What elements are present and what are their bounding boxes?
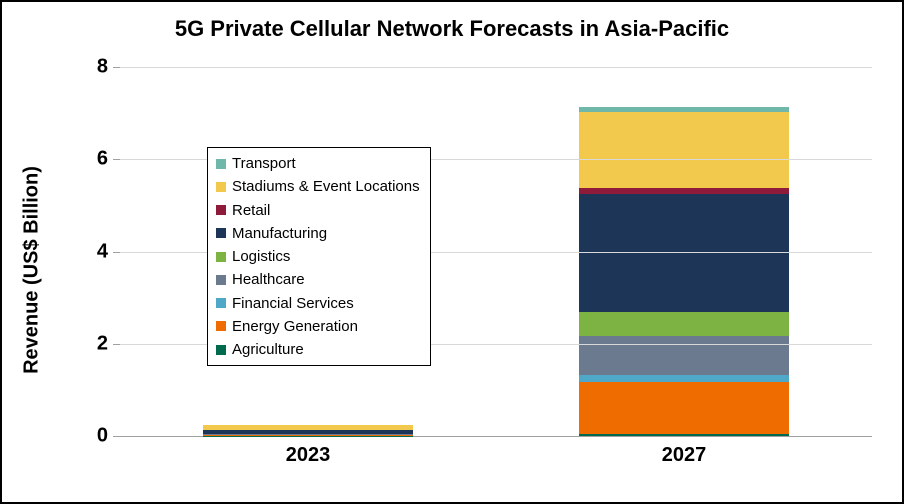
legend-swatch	[216, 345, 226, 355]
grid-line	[120, 67, 872, 68]
legend-item: Financial Services	[216, 292, 420, 315]
legend-item: Stadiums & Event Locations	[216, 175, 420, 198]
legend-item: Transport	[216, 152, 420, 175]
legend-label: Stadiums & Event Locations	[232, 175, 420, 198]
legend-item: Agriculture	[216, 338, 420, 361]
legend-box: TransportStadiums & Event LocationsRetai…	[207, 147, 431, 366]
legend-label: Retail	[232, 199, 270, 222]
legend-swatch	[216, 321, 226, 331]
legend-swatch	[216, 275, 226, 285]
bar-segment	[579, 194, 790, 312]
legend-swatch	[216, 205, 226, 215]
legend-label: Transport	[232, 152, 296, 175]
legend-swatch	[216, 182, 226, 192]
x-tick-label: 2027	[662, 436, 707, 467]
legend-swatch	[216, 252, 226, 262]
x-tick-label: 2023	[286, 436, 331, 467]
stacked-bar	[203, 372, 414, 436]
legend-label: Manufacturing	[232, 222, 327, 245]
legend-label: Energy Generation	[232, 315, 358, 338]
y-tick-mark	[113, 436, 120, 437]
legend-swatch	[216, 228, 226, 238]
legend-label: Healthcare	[232, 268, 305, 291]
chart-title: 5G Private Cellular Network Forecasts in…	[2, 2, 902, 42]
y-tick-mark	[113, 159, 120, 160]
y-axis-label: Revenue (US$ Billion)	[21, 166, 44, 374]
legend-label: Financial Services	[232, 292, 354, 315]
bar-segment	[579, 312, 790, 336]
legend-item: Logistics	[216, 245, 420, 268]
chart-area: Revenue (US$ Billion) 20232027 02468 Tra…	[42, 57, 882, 482]
legend-item: Energy Generation	[216, 315, 420, 338]
bar-segment	[579, 112, 790, 188]
y-tick-mark	[113, 344, 120, 345]
legend-item: Retail	[216, 199, 420, 222]
legend-label: Agriculture	[232, 338, 304, 361]
stacked-bar	[579, 88, 790, 436]
legend-swatch	[216, 298, 226, 308]
legend-swatch	[216, 159, 226, 169]
bar-segment	[579, 336, 790, 375]
y-tick-mark	[113, 67, 120, 68]
legend-label: Logistics	[232, 245, 290, 268]
legend-item: Manufacturing	[216, 222, 420, 245]
bar-segment	[579, 382, 790, 434]
legend-item: Healthcare	[216, 268, 420, 291]
y-tick-mark	[113, 252, 120, 253]
